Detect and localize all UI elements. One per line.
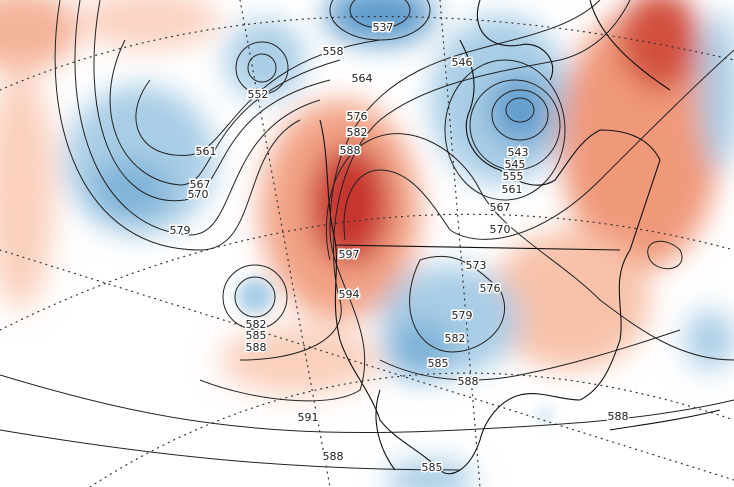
contour-label: 555	[503, 170, 524, 183]
contour-label: 585	[246, 329, 267, 342]
contour-label: 546	[452, 56, 473, 69]
contour-label: 588	[323, 450, 344, 463]
contour-label: 564	[352, 72, 373, 85]
contour-label: 579	[452, 309, 473, 322]
contour-label: 582	[246, 318, 267, 331]
contour-label: 567	[190, 178, 211, 191]
contour-label: 567	[490, 201, 511, 214]
coastlines	[319, 0, 721, 475]
contour-label: 582	[445, 332, 466, 345]
contours	[0, 0, 734, 471]
contour-label: 588	[608, 410, 629, 423]
contour-label: 579	[170, 224, 191, 237]
contour-label: 582	[347, 126, 368, 139]
contour-label: 545	[505, 158, 526, 171]
contour-labels: 5375465585525645765825885615675705795435…	[168, 20, 630, 476]
contour-label: 588	[458, 375, 479, 388]
contour-label: 543	[508, 146, 529, 159]
contour-label: 537	[373, 21, 394, 34]
contour-label: 588	[246, 341, 267, 354]
contour-label: 585	[422, 461, 443, 474]
contour-label: 558	[323, 45, 344, 58]
contour-label: 561	[502, 183, 523, 196]
contour-label: 576	[347, 110, 368, 123]
contour-label: 576	[480, 282, 501, 295]
contour-label: 573	[466, 259, 487, 272]
contour-label: 570	[490, 223, 511, 236]
contour-label: 552	[248, 88, 269, 101]
contour-label: 561	[196, 145, 217, 158]
contour-label: 570	[188, 188, 209, 201]
contour-label: 594	[339, 288, 360, 301]
contour-label: 591	[298, 411, 319, 424]
contour-label: 597	[339, 248, 360, 261]
contour-label: 585	[428, 357, 449, 370]
contour-label: 588	[340, 144, 361, 157]
